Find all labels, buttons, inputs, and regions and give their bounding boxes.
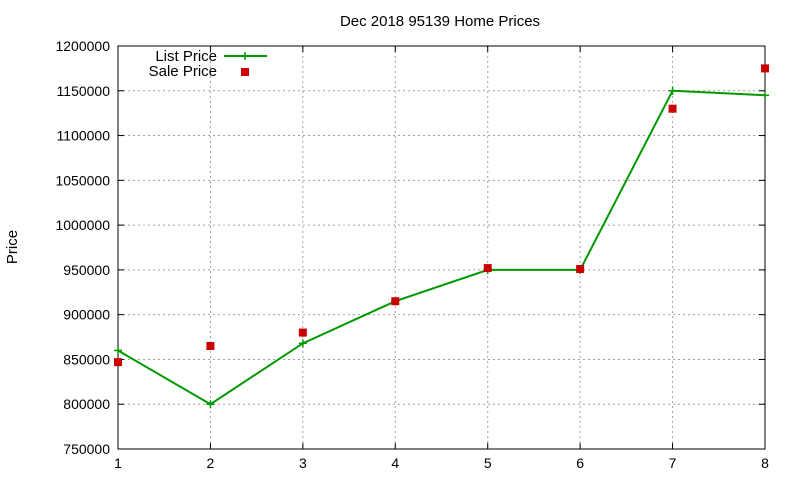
x-tick-label: 5: [484, 455, 492, 471]
series-layer: [114, 64, 769, 409]
list-price-line: [117, 89, 766, 406]
x-tick-label: 8: [761, 455, 769, 471]
legend-label-sale-price: Sale Price: [149, 63, 217, 80]
list-price-point: [206, 400, 215, 409]
y-tick-label: 1050000: [55, 172, 110, 188]
sale-price-point: [576, 264, 585, 273]
list-price-point: [761, 91, 769, 100]
x-tick-label: 7: [669, 455, 677, 471]
sale-price-point: [761, 64, 769, 73]
y-tick-label: 750000: [63, 441, 110, 457]
sale-price-point: [483, 264, 492, 273]
y-tick-label: 950000: [63, 262, 110, 278]
x-tick-label: 3: [299, 455, 307, 471]
chart-title: Dec 2018 95139 Home Prices: [340, 13, 540, 30]
y-tick-label: 1100000: [57, 128, 111, 144]
list-price-point: [114, 346, 122, 355]
y-tick-label: 900000: [63, 307, 110, 323]
x-tick-label: 6: [576, 455, 584, 471]
y-tick-label: 850000: [63, 351, 110, 367]
list-price-point: [298, 339, 307, 348]
axis-ticks: 750000 800000 850000 900000 950000 1000000 105…: [55, 38, 769, 471]
legend-label-list-price: List Price: [155, 48, 217, 65]
sale-price-point: [668, 104, 677, 113]
sale-price-point: [206, 342, 215, 351]
y-tick-label: 800000: [63, 396, 110, 412]
y-axis-label: Price: [4, 230, 21, 264]
x-tick-label: 1: [114, 455, 122, 471]
plot-frame: [117, 45, 766, 450]
grid: [118, 46, 765, 449]
sale-price-point: [391, 297, 400, 306]
x-tick-label: 4: [391, 455, 399, 471]
list-price-point: [668, 86, 677, 95]
legend-marker-sale-price: [241, 68, 249, 76]
y-tick-label: 1200000: [55, 38, 110, 54]
x-tick-label: 2: [207, 455, 215, 471]
y-tick-label: 1150000: [57, 83, 111, 99]
sale-price-point: [114, 358, 122, 367]
sale-price-point: [298, 328, 307, 337]
y-tick-label: 1000000: [55, 217, 110, 233]
